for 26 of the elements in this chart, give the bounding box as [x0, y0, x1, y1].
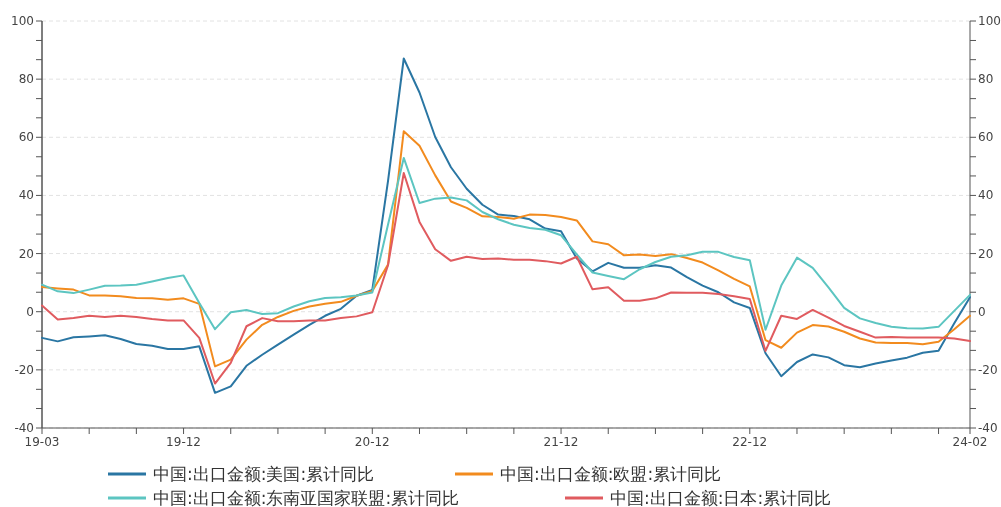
legend-label: 中国:出口金额:美国:累计同比: [153, 464, 375, 484]
y-tick-label: 40: [18, 188, 34, 203]
y2-tick-label: -40: [978, 421, 998, 435]
x-tick-label: 24-02: [952, 435, 988, 449]
legend-label: 中国:出口金额:日本:累计同比: [610, 488, 832, 507]
y2-tick-label: 40: [978, 188, 994, 203]
y-tick-label: -20: [14, 362, 34, 377]
x-tick-label: 20-12: [354, 435, 390, 449]
y-tick-label: 0: [26, 304, 34, 319]
y2-tick-label: 100: [978, 14, 1001, 28]
x-tick-label: 19-12: [166, 435, 201, 449]
y2-tick-label: 60: [978, 130, 994, 145]
y-tick-label: 60: [18, 130, 34, 145]
y2-tick-label: -20: [978, 362, 998, 377]
y2-tick-label: 80: [978, 72, 994, 87]
legend-label: 中国:出口金额:欧盟:累计同比: [500, 464, 722, 484]
y2-tick-label: 0: [978, 304, 986, 319]
x-tick-label: 21-12: [543, 435, 579, 449]
x-tick-label: 19-03: [24, 435, 60, 449]
x-tick-label: 22-12: [732, 435, 768, 449]
y-tick-label: 20: [18, 246, 34, 261]
legend-label: 中国:出口金额:东南亚国家联盟:累计同比: [153, 488, 460, 507]
y-tick-label: -40: [14, 421, 34, 435]
y2-tick-label: 20: [978, 246, 994, 261]
y-tick-label: 80: [18, 72, 34, 87]
y-tick-label: 100: [11, 14, 34, 28]
